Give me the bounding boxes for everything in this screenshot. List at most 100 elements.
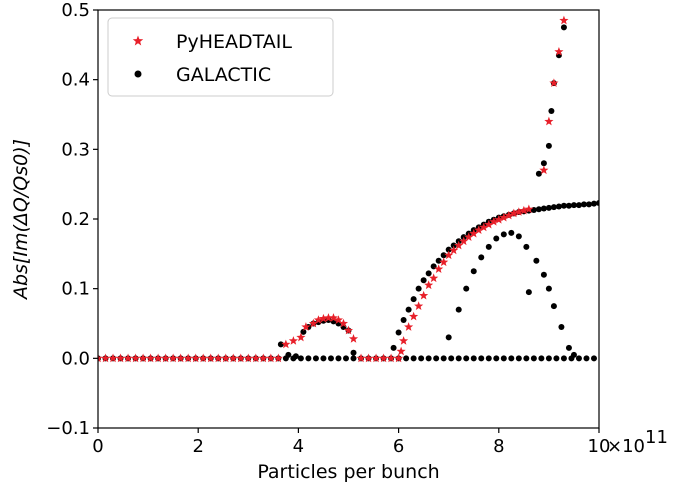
data-point-dot <box>500 355 507 362</box>
data-point-dot <box>533 257 540 264</box>
data-point-star <box>439 257 449 267</box>
data-point-star <box>379 353 389 363</box>
data-point-dot <box>335 355 342 362</box>
data-point-star <box>399 336 409 345</box>
data-point-star <box>459 236 469 246</box>
data-point-dot <box>448 355 455 362</box>
data-point-dot <box>485 355 492 362</box>
data-point-dot <box>508 229 515 236</box>
data-point-star <box>296 332 306 342</box>
data-point-dot <box>470 268 477 275</box>
data-point-dot <box>540 205 547 212</box>
data-point-dot <box>405 306 412 313</box>
series-pyheadtail <box>98 15 569 363</box>
data-point-star <box>146 353 156 363</box>
data-point-dot <box>585 201 592 208</box>
data-point-star <box>348 334 359 343</box>
data-point-star <box>206 353 216 363</box>
data-point-dot <box>553 355 560 362</box>
data-point-dot <box>545 355 552 362</box>
data-point-dot <box>478 254 485 261</box>
data-point-star <box>228 353 238 363</box>
x-tick-label: 2 <box>192 436 203 457</box>
data-point-dot <box>590 355 597 362</box>
data-point-dot <box>312 355 319 362</box>
data-point-dot <box>445 334 452 341</box>
data-point-star <box>213 353 223 363</box>
data-point-dot <box>410 355 417 362</box>
data-point-star <box>191 353 201 363</box>
data-point-star <box>396 346 406 356</box>
data-point-dot <box>545 142 552 149</box>
data-point-star <box>266 353 276 363</box>
data-point-star <box>333 315 344 324</box>
data-point-star <box>549 78 559 88</box>
data-point-dot <box>583 355 590 362</box>
data-point-star <box>273 353 283 363</box>
data-point-dot <box>555 203 562 210</box>
y-tick-label: 0.2 <box>61 209 90 230</box>
data-point-dot <box>410 296 417 303</box>
data-point-star <box>474 225 484 235</box>
data-point-dot <box>485 243 492 250</box>
data-point-star <box>183 353 193 363</box>
data-point-dot <box>535 170 542 177</box>
data-point-star <box>168 353 178 363</box>
data-point-dot <box>320 355 327 362</box>
data-point-star <box>464 232 474 241</box>
data-point-dot <box>478 355 485 362</box>
data-point-star <box>509 208 519 218</box>
data-point-star <box>554 47 564 56</box>
data-point-dot <box>433 355 440 362</box>
data-point-dot <box>493 235 500 242</box>
x-multiplier-exponent: 11 <box>645 427 668 448</box>
data-point-dot <box>545 285 552 292</box>
data-point-star <box>323 313 334 322</box>
data-point-dot <box>455 306 462 313</box>
data-point-star <box>434 264 444 274</box>
data-point-dot <box>463 285 470 292</box>
data-point-star <box>519 205 529 215</box>
data-point-dot <box>440 355 447 362</box>
data-point-dot <box>297 355 304 362</box>
data-point-star <box>281 339 291 349</box>
data-point-star <box>363 353 374 363</box>
legend: PyHEADTAIL GALACTIC <box>107 17 334 97</box>
x-tick-label: 6 <box>393 436 404 457</box>
data-point-dot <box>277 341 284 348</box>
legend-marker-star <box>132 35 144 46</box>
data-point-star <box>115 353 126 363</box>
data-point-star <box>176 353 186 363</box>
data-point-star <box>161 353 171 363</box>
data-point-star <box>301 322 311 331</box>
data-point-dot <box>500 231 507 238</box>
data-point-star <box>419 290 429 300</box>
x-axis-label: Particles per bunch <box>257 461 439 483</box>
data-point-star <box>514 207 524 216</box>
data-point-dot <box>575 355 582 362</box>
data-point-star <box>414 301 424 310</box>
data-point-star <box>251 353 261 363</box>
data-point-star <box>338 318 349 328</box>
data-point-star <box>479 222 489 232</box>
data-point-star <box>221 353 231 363</box>
data-point-star <box>449 245 459 255</box>
data-point-dot <box>540 271 547 278</box>
y-tick-label: 0.3 <box>61 139 90 160</box>
data-point-star <box>386 353 396 363</box>
data-point-star <box>308 318 318 328</box>
data-point-dot <box>425 270 432 277</box>
data-point-dot <box>508 355 515 362</box>
data-point-dot <box>292 353 299 360</box>
data-point-dot <box>395 329 402 336</box>
data-point-dot <box>548 108 555 115</box>
data-point-star <box>394 353 404 363</box>
data-point-star <box>499 212 509 222</box>
data-point-star <box>313 315 324 324</box>
data-point-star <box>131 353 141 363</box>
data-point-star <box>429 273 439 283</box>
data-point-dot <box>440 252 447 259</box>
data-point-dot <box>418 355 425 362</box>
data-point-dot <box>327 355 334 362</box>
y-tick-label: −0.1 <box>46 418 90 439</box>
